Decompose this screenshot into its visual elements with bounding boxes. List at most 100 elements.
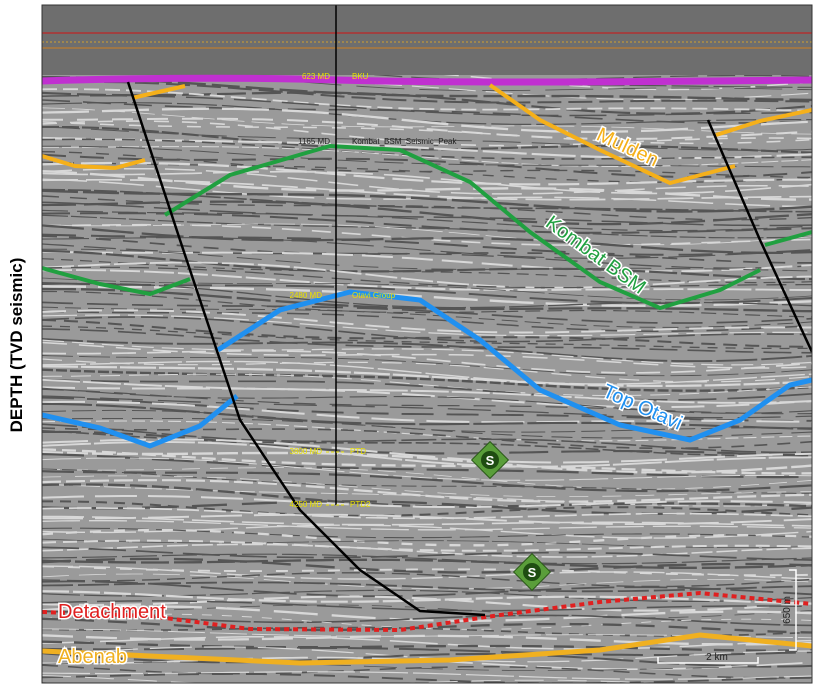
reflector (42, 67, 812, 91)
reflector (42, 358, 812, 383)
reflector (42, 170, 812, 195)
reflector (42, 572, 812, 588)
reflector (42, 671, 812, 680)
reflector (42, 325, 812, 350)
reflector (42, 617, 812, 634)
reflector (42, 441, 812, 468)
reflector (42, 565, 812, 580)
reflector (42, 590, 812, 605)
reflector (42, 682, 483, 683)
reflector (42, 402, 812, 430)
symbol-label: S (528, 565, 537, 580)
reflector (42, 553, 812, 565)
reflector (42, 636, 812, 650)
reflector (42, 400, 812, 424)
reflector (42, 387, 812, 414)
reflector (42, 269, 812, 291)
marker-depth: 2480 MD (290, 291, 323, 300)
reflector (42, 423, 812, 454)
well-markers: 623 MD BKU 1165 MD Kombat_BSM_Seismic_Pe… (290, 72, 458, 509)
fault (126, 81, 486, 617)
reflector (42, 189, 812, 213)
reflector (42, 378, 812, 404)
kombat-horizon (42, 143, 812, 311)
marker-depth: 3800 MD (290, 447, 323, 456)
reflector (42, 409, 812, 433)
reflector (42, 94, 812, 117)
marker-name: PTD2 (350, 500, 371, 509)
reflector (42, 237, 812, 259)
reflector (42, 365, 812, 387)
reflector (42, 188, 812, 213)
fault (706, 119, 812, 353)
reflector (42, 605, 812, 622)
reflector (42, 453, 812, 479)
reflector (42, 528, 812, 547)
marker-depth: 1165 MD (298, 137, 330, 146)
horizon-label: Detachment (58, 601, 166, 623)
reflector (42, 515, 812, 527)
reflector (42, 301, 812, 324)
reflector (42, 249, 812, 281)
reflector (42, 546, 812, 561)
reflector (42, 500, 812, 517)
marker-depth: 623 MD (302, 72, 330, 81)
symbol: S (512, 552, 552, 592)
reflector (42, 248, 812, 272)
reflector (42, 138, 812, 160)
reflector (42, 224, 812, 255)
horizon-label: Abenab (58, 646, 127, 668)
reflector (42, 558, 812, 569)
reflector (42, 378, 812, 401)
reflector (42, 468, 812, 494)
top-band (42, 5, 812, 75)
reflector (42, 258, 812, 284)
mulden-horizon (42, 83, 812, 186)
reflector (42, 595, 812, 612)
reflector (42, 261, 812, 289)
reflector (42, 200, 812, 226)
reflector (42, 475, 812, 498)
reflector (42, 316, 812, 343)
reflector (42, 388, 812, 415)
reflector (42, 395, 812, 419)
bku-horizon (42, 74, 812, 86)
reflector (42, 309, 812, 334)
reflector (42, 349, 812, 374)
reflector (42, 640, 812, 652)
reflector (42, 167, 812, 195)
reflector (42, 600, 812, 612)
reflector (42, 117, 812, 140)
reflector (42, 613, 812, 630)
reflector (42, 107, 812, 134)
reflector (42, 661, 812, 671)
reflector (42, 646, 812, 656)
seismic-texture (42, 57, 812, 683)
reflector (42, 290, 812, 318)
abenab-horizon (42, 632, 812, 666)
marker-name: PTD (350, 447, 366, 456)
reflector (42, 573, 812, 590)
reflector (42, 360, 812, 385)
symbol-label: S (486, 453, 495, 468)
reflector (42, 368, 812, 392)
reflector (42, 318, 812, 348)
reflector (42, 386, 812, 409)
interpretation (42, 5, 812, 666)
reflector (42, 672, 812, 683)
reflector (42, 243, 812, 269)
reflector (42, 507, 812, 520)
reflector (42, 341, 812, 369)
reflector (42, 373, 812, 396)
reflector (42, 626, 812, 637)
reflector (42, 557, 812, 574)
reflector (42, 355, 812, 377)
marker-name: Kombat_BSM_Seismic_Peak (352, 137, 457, 146)
reflector (42, 457, 812, 481)
reflector (42, 306, 812, 328)
reflector (42, 233, 812, 256)
reflector (42, 448, 812, 475)
scale-label: 2 km (706, 652, 728, 663)
reflector (42, 88, 812, 112)
reflector (42, 580, 812, 597)
